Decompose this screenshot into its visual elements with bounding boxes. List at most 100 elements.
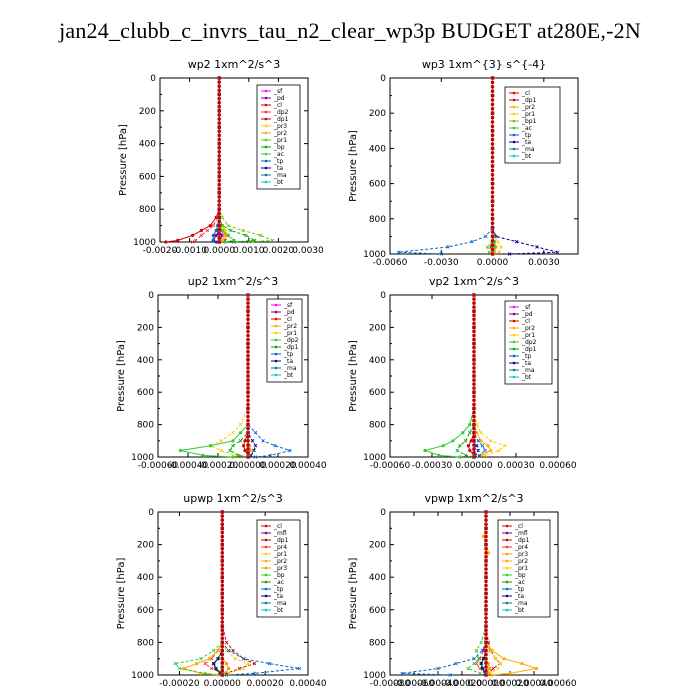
zero-marker <box>484 522 488 526</box>
zero-marker <box>246 358 250 362</box>
data-point <box>479 430 483 435</box>
legend-marker <box>512 133 516 137</box>
data-point <box>205 228 210 233</box>
zero-marker <box>220 624 225 628</box>
data-point <box>173 661 177 666</box>
y-tick-label: 600 <box>369 606 386 616</box>
zero-marker <box>484 538 488 543</box>
zero-marker <box>490 85 495 89</box>
series-line-bp <box>467 512 487 676</box>
zero-marker <box>472 439 476 443</box>
zero-marker <box>490 164 495 168</box>
series-line-dp1 <box>456 295 475 458</box>
zero-marker <box>472 297 476 301</box>
legend-marker <box>264 545 268 549</box>
data-point <box>499 245 503 249</box>
legend-marker <box>512 119 516 123</box>
data-point <box>253 430 258 435</box>
x-tick-label: -0.00060 <box>138 461 179 471</box>
legend-label: _dp2 <box>273 109 289 116</box>
y-tick-label: 800 <box>369 638 386 648</box>
zero-marker <box>246 305 250 309</box>
zero-marker <box>246 394 250 399</box>
zero-marker <box>246 366 250 370</box>
series-line-cl <box>165 78 220 243</box>
zero-marker <box>217 84 221 88</box>
series-line-tp <box>401 512 487 676</box>
legend-marker <box>264 159 268 163</box>
zero-marker <box>217 207 221 211</box>
zero-marker <box>484 665 488 669</box>
data-point <box>219 439 223 443</box>
x-tick-label: 0.00040 <box>289 461 326 471</box>
data-point <box>476 448 480 453</box>
data-point <box>211 223 216 228</box>
legend-label: _pr2 <box>521 104 535 111</box>
legend-label: _tp <box>521 132 531 139</box>
legend-marker <box>264 587 268 591</box>
data-point <box>216 648 220 653</box>
zero-marker <box>217 219 221 224</box>
x-tick-label: -0.0020 <box>143 246 178 256</box>
legend-label: _dp1 <box>283 344 299 351</box>
x-tick-label: 0.00040 <box>515 679 552 689</box>
data-point <box>223 233 227 237</box>
panel-6: vpwp 1xm^2/s^3 0 200 400 600 800 1000 Pressure … <box>348 492 577 689</box>
data-point <box>478 656 482 661</box>
data-point <box>439 252 444 256</box>
data-point <box>475 422 479 427</box>
zero-marker <box>490 208 495 212</box>
zero-marker <box>472 382 476 386</box>
zero-marker <box>484 514 488 518</box>
data-point <box>478 671 482 676</box>
x-tick-label: -0.00020 <box>442 679 483 689</box>
data-point <box>477 656 481 661</box>
data-point <box>199 233 204 238</box>
zero-marker <box>484 555 488 559</box>
data-point <box>203 661 207 666</box>
data-point <box>199 656 203 661</box>
x-tick-label: 0.0030 <box>292 246 324 256</box>
legend-label: _pr1 <box>273 551 287 558</box>
zero-marker <box>220 542 225 547</box>
zero-marker <box>217 113 221 117</box>
series-line-pr1 <box>209 295 249 458</box>
data-point <box>211 233 215 237</box>
zero-marker <box>472 414 476 419</box>
zero-marker <box>220 534 225 539</box>
data-point <box>190 240 195 244</box>
data-point <box>244 233 248 238</box>
zero-marker <box>220 636 225 641</box>
data-point <box>214 228 218 233</box>
data-point <box>233 656 237 661</box>
legend-marker <box>505 538 509 542</box>
legend-label: _mfl <box>273 530 287 537</box>
y-tick-label: 1000 <box>131 453 154 463</box>
zero-marker <box>220 538 225 543</box>
legend-label: _tp <box>283 351 293 358</box>
data-point <box>502 657 506 661</box>
data-point <box>474 648 479 653</box>
zero-marker <box>490 120 495 124</box>
zero-marker <box>246 362 250 366</box>
zero-marker <box>472 293 476 297</box>
zero-marker <box>490 124 495 129</box>
x-tick-label: -0.0030 <box>424 258 459 268</box>
legend-label: _cl <box>514 523 523 530</box>
legend-label: _ta <box>273 593 283 600</box>
zero-marker <box>472 422 476 427</box>
zero-marker <box>472 447 476 451</box>
zero-marker <box>220 551 225 555</box>
zero-marker <box>484 603 488 608</box>
zero-marker <box>217 100 221 105</box>
data-point <box>253 443 258 448</box>
zero-marker <box>220 530 225 535</box>
x-tick-label: 0.0000 <box>203 246 235 256</box>
legend-marker <box>274 303 278 307</box>
legend-marker <box>505 601 509 605</box>
legend-label: _pr3 <box>273 565 287 572</box>
zero-marker <box>217 92 221 97</box>
zero-marker <box>484 518 488 522</box>
zero-marker <box>490 80 495 85</box>
zero-marker <box>490 168 495 173</box>
